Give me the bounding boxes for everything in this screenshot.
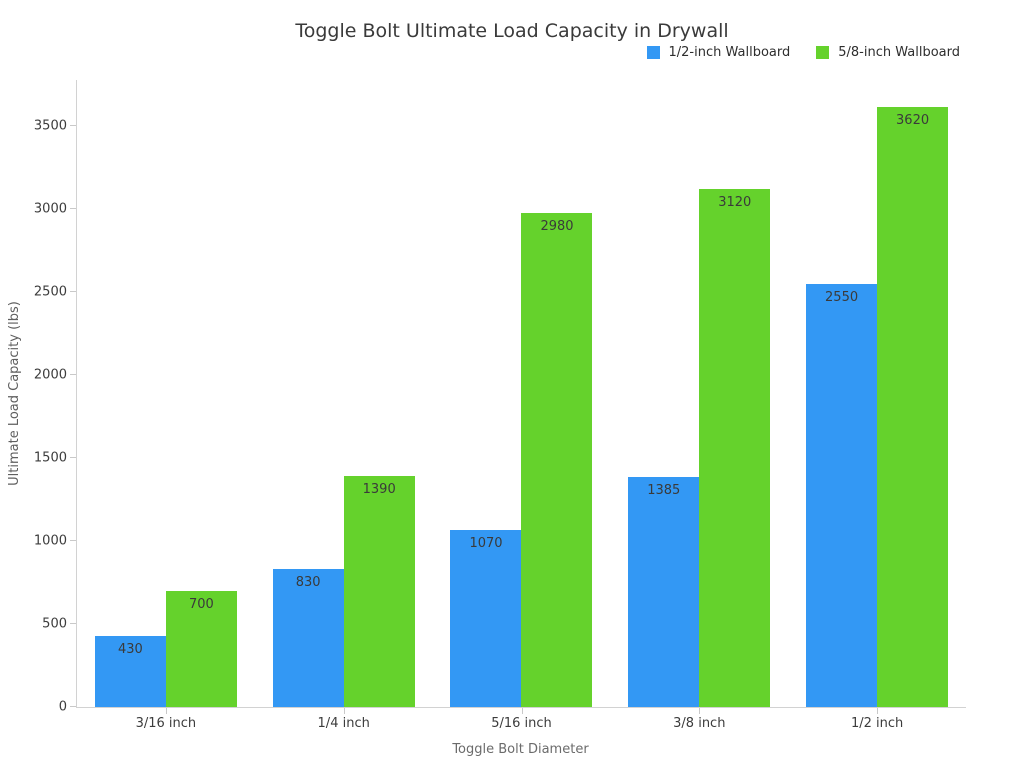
x-tick-label: 1/2 inch xyxy=(850,716,904,731)
bar-group: 430 700 xyxy=(77,80,255,707)
y-tick-mark xyxy=(70,374,76,376)
y-axis-title-wrap: Ultimate Load Capacity (lbs) xyxy=(0,80,28,707)
bar-value-label: 2980 xyxy=(540,218,574,234)
y-tick-label: 0 xyxy=(58,699,67,715)
bar: 700 xyxy=(165,590,237,707)
bar: 1390 xyxy=(343,476,415,707)
y-tick-mark xyxy=(70,623,76,625)
y-tick-label: 2000 xyxy=(33,367,67,383)
legend-label: 1/2-inch Wallboard xyxy=(668,45,791,60)
legend-item-five-eighth-inch-wallboard: 5/8-inch Wallboard xyxy=(816,45,960,60)
y-tick-mark xyxy=(70,208,76,210)
x-axis-title: Toggle Bolt Diameter xyxy=(452,742,589,757)
x-tick-mark xyxy=(521,708,523,714)
bar-group: 830 1390 xyxy=(255,80,433,707)
bar-value-label: 830 xyxy=(295,575,321,591)
bar-value-label: 1385 xyxy=(647,483,681,499)
bar-group: 2550 3620 xyxy=(788,80,966,707)
bar: 2980 xyxy=(521,212,593,707)
bar: 3620 xyxy=(877,106,949,707)
x-tick-label: 3/8 inch xyxy=(673,716,726,731)
y-tick-mark xyxy=(70,540,76,542)
bar-value-label: 3120 xyxy=(718,195,752,211)
x-tick-mark xyxy=(699,708,701,714)
y-tick-label: 2500 xyxy=(33,284,67,300)
y-tick-label: 1500 xyxy=(33,450,67,466)
y-tick-mark xyxy=(70,291,76,293)
y-tick-label: 3000 xyxy=(33,201,67,217)
bar-value-label: 700 xyxy=(188,596,214,612)
x-tick-label: 1/4 inch xyxy=(317,716,370,731)
x-tick-mark xyxy=(343,708,345,714)
legend-item-half-inch-wallboard: 1/2-inch Wallboard xyxy=(646,45,791,60)
legend-swatch-green xyxy=(816,46,830,59)
plot-area: 430 700 830 1390 1070 2980 1385 3120 2550 3620 0 5… xyxy=(34,80,966,731)
bar-groups: 430 700 830 1390 1070 2980 1385 3120 2550 3620 xyxy=(77,80,966,707)
y-tick-mark xyxy=(70,706,76,707)
chart-title: Toggle Bolt Ultimate Load Capacity in Dr… xyxy=(295,20,729,42)
bar: 1070 xyxy=(450,529,522,707)
y-axis-title: Ultimate Load Capacity (lbs) xyxy=(6,301,22,486)
y-tick-label: 3500 xyxy=(33,118,67,134)
x-tick-label: 5/16 inch xyxy=(491,716,552,731)
legend-label: 5/8-inch Wallboard xyxy=(838,45,960,60)
legend-swatch-blue xyxy=(646,46,660,59)
bar-group: 1070 2980 xyxy=(433,80,611,707)
bar-value-label: 3620 xyxy=(896,112,930,128)
x-tick-mark xyxy=(165,708,167,714)
bar-group: 1385 3120 xyxy=(610,80,788,707)
y-tick-label: 500 xyxy=(42,616,67,632)
bar-value-label: 1390 xyxy=(362,482,396,498)
y-tick-label: 1000 xyxy=(33,533,67,549)
bar: 3120 xyxy=(699,189,771,707)
bar-value-label: 430 xyxy=(117,641,143,657)
y-tick-mark xyxy=(70,125,76,127)
legend: 1/2-inch Wallboard 5/8-inch Wallboard xyxy=(646,45,960,60)
x-tick-label: 3/16 inch xyxy=(135,716,197,731)
bar-value-label: 2550 xyxy=(825,290,859,306)
bar: 830 xyxy=(272,569,344,707)
bar: 2550 xyxy=(806,284,878,707)
bar: 430 xyxy=(94,635,166,707)
bar: 1385 xyxy=(628,477,700,707)
bar-value-label: 1070 xyxy=(469,535,503,551)
x-tick-mark xyxy=(877,708,879,714)
y-tick-mark xyxy=(70,457,76,459)
